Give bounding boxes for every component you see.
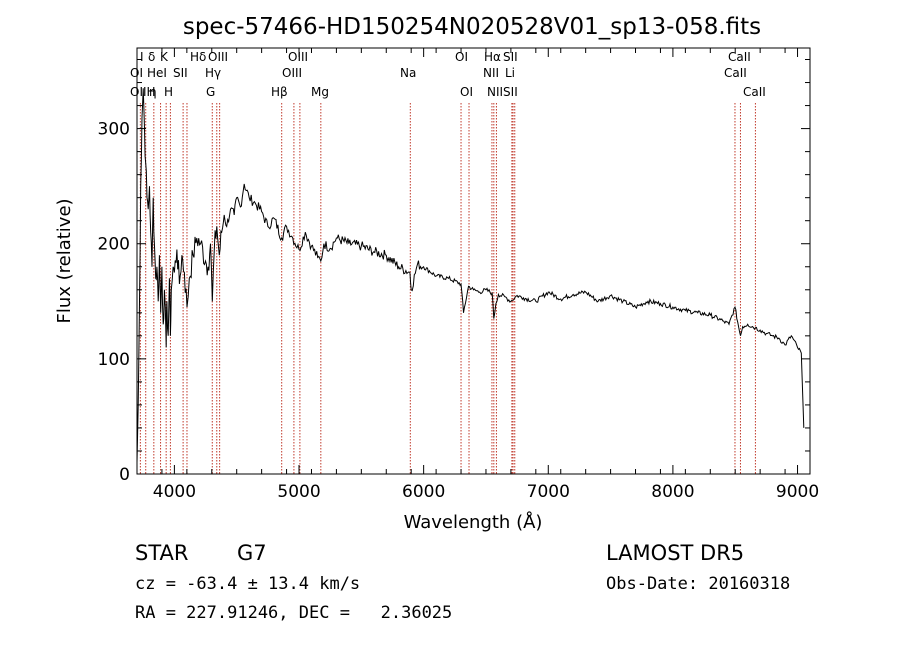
plot-frame <box>136 47 811 475</box>
line-label-15: Na <box>400 66 416 80</box>
line-label-12: SII <box>173 66 188 80</box>
line-label-7: Hα <box>484 50 501 64</box>
line-label-22: G <box>206 85 215 99</box>
line-label-18: CaII <box>724 66 747 80</box>
coordinates: RA = 227.91246, DEC = 2.36025 <box>135 603 453 623</box>
x-tick-label-0: 4000 <box>153 482 196 502</box>
line-label-23: Hβ <box>271 85 288 99</box>
line-label-26: NIISII <box>487 85 518 99</box>
x-axis-ticks: 4000 5000 6000 7000 8000 9000 <box>136 48 819 502</box>
line-label-14: OIII <box>282 66 302 80</box>
line-label-0: I <box>140 50 144 64</box>
line-label-11: HeI <box>147 66 167 80</box>
line-label-1: δ <box>148 50 155 64</box>
x-tick-label-3: 7000 <box>527 482 570 502</box>
y-axis-label: Flux (relative) <box>54 198 75 323</box>
y-tick-label-3: 300 <box>98 120 130 140</box>
line-label-2: K <box>160 50 169 64</box>
line-label-24: Mg <box>311 85 329 99</box>
line-label-3: Hδ <box>190 50 206 64</box>
y-tick-label-2: 200 <box>98 235 130 255</box>
line-label-9: CaII <box>728 50 751 64</box>
x-axis-label: Wavelength (Å) <box>404 511 543 533</box>
x-tick-label-2: 6000 <box>402 482 445 502</box>
line-label-16: NII <box>483 66 499 80</box>
line-label-21: H <box>164 85 173 99</box>
object-type: STAR <box>135 541 189 565</box>
line-label-8: SII <box>503 50 518 64</box>
chart-title: spec-57466-HD150254N020528V01_sp13-058.f… <box>183 14 761 40</box>
line-label-6: OI <box>455 50 468 64</box>
line-label-10: OI <box>130 66 143 80</box>
x-tick-label-1: 5000 <box>277 482 320 502</box>
x-tick-label-4: 8000 <box>651 482 694 502</box>
obs-date: Obs-Date: 20160318 <box>606 574 791 594</box>
line-label-13: Hγ <box>205 66 221 80</box>
line-label-27: CaII <box>743 85 766 99</box>
y-tick-label-0: 0 <box>119 465 130 485</box>
spectral-line-markers <box>139 103 756 474</box>
survey-name: LAMOST DR5 <box>606 541 745 565</box>
line-label-20: η <box>149 85 157 99</box>
redshift-info: cz = -63.4 ± 13.4 km/s <box>135 574 361 594</box>
line-label-5: OIII <box>288 50 308 64</box>
y-axis-ticks: 0 100 200 300 <box>98 59 810 485</box>
y-tick-label-1: 100 <box>98 350 130 370</box>
object-subclass: G7 <box>237 541 267 565</box>
spectrum-line <box>136 88 805 463</box>
line-label-25: OI <box>460 85 473 99</box>
x-tick-label-5: 9000 <box>776 482 819 502</box>
line-label-17: Li <box>505 66 515 80</box>
line-label-4: OIII <box>208 50 228 64</box>
